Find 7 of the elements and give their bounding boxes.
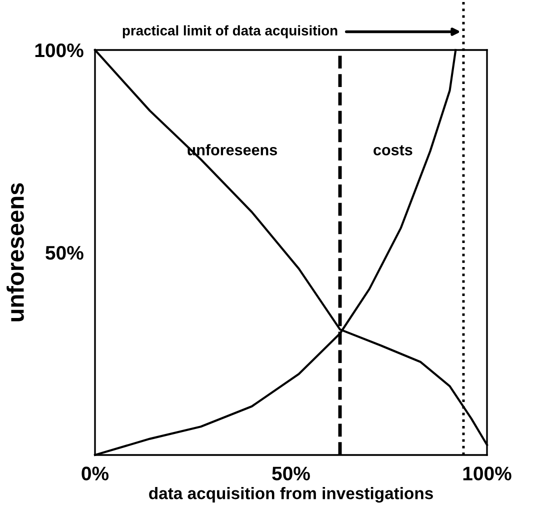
x-axis-title: data acquisition from investigations: [149, 487, 433, 503]
y-axis-title: unforeseens: [6, 183, 24, 322]
x-tick-label: 100%: [463, 466, 512, 480]
ref-line-label: practical limit of data acquisition: [122, 25, 338, 38]
x-tick-label: 0%: [82, 466, 109, 480]
x-tick-label: 50%: [272, 466, 310, 480]
series-label: costs: [374, 145, 412, 156]
